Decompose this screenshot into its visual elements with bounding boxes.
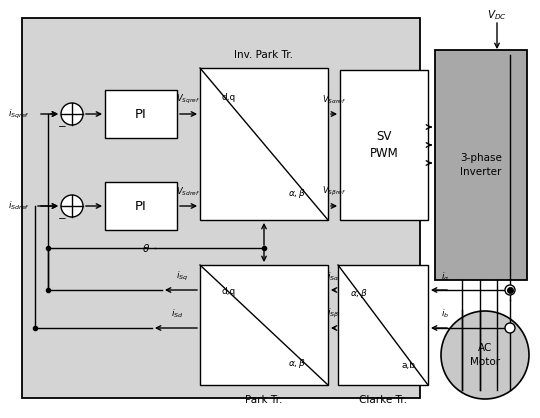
Bar: [338, 265, 428, 385]
Text: d,q: d,q: [222, 287, 237, 296]
Text: d,q: d,q: [222, 93, 237, 102]
Bar: [105, 182, 177, 230]
Text: $i_{\alpha}$: $i_{\alpha}$: [441, 270, 449, 283]
Text: $i_{S\alpha}$: $i_{S\alpha}$: [327, 270, 339, 283]
Text: $i_{Sqref}$: $i_{Sqref}$: [8, 107, 30, 120]
Text: $V_{DC}$: $V_{DC}$: [487, 8, 507, 22]
Text: $-$: $-$: [57, 212, 67, 222]
Text: $V_{Sqref}$: $V_{Sqref}$: [176, 93, 200, 106]
Circle shape: [505, 285, 515, 295]
Bar: [340, 70, 428, 220]
Text: $V_{Sdref}$: $V_{Sdref}$: [176, 186, 200, 198]
Bar: [435, 50, 527, 280]
Text: $V_{S\beta ref}$: $V_{S\beta ref}$: [322, 185, 346, 198]
Text: SV
PWM: SV PWM: [369, 130, 399, 160]
Text: Park Tr.: Park Tr.: [245, 395, 282, 405]
Text: $-$: $-$: [57, 120, 67, 130]
Circle shape: [505, 323, 515, 333]
Text: $V_{S\alpha ref}$: $V_{S\alpha ref}$: [322, 94, 346, 106]
Text: $\alpha,\beta$: $\alpha,\beta$: [288, 187, 306, 200]
Text: Inv. Park Tr.: Inv. Park Tr.: [234, 50, 294, 60]
Text: $i_b$: $i_b$: [441, 308, 449, 320]
Bar: [22, 18, 420, 398]
Text: PI: PI: [135, 107, 147, 120]
Text: 3-phase
Inverter: 3-phase Inverter: [460, 153, 502, 176]
Bar: [200, 265, 328, 385]
Circle shape: [61, 195, 83, 217]
Text: $i_{Sq}$: $i_{Sq}$: [176, 270, 188, 283]
Text: $\theta$: $\theta$: [142, 242, 150, 254]
Bar: [105, 90, 177, 138]
Text: Clarke Tr.: Clarke Tr.: [359, 395, 407, 405]
Text: PI: PI: [135, 199, 147, 212]
Circle shape: [441, 311, 529, 399]
Text: $i_{S\beta}$: $i_{S\beta}$: [327, 307, 339, 320]
Text: AC
Motor: AC Motor: [470, 344, 500, 367]
Text: $i_{Sdref}$: $i_{Sdref}$: [8, 200, 30, 212]
Text: $\alpha,\beta$: $\alpha,\beta$: [288, 357, 306, 370]
Bar: [200, 68, 328, 220]
Circle shape: [61, 103, 83, 125]
Text: a,b: a,b: [402, 361, 416, 370]
Text: $\alpha,\beta$: $\alpha,\beta$: [350, 287, 368, 300]
Text: $i_{Sd}$: $i_{Sd}$: [171, 308, 183, 320]
